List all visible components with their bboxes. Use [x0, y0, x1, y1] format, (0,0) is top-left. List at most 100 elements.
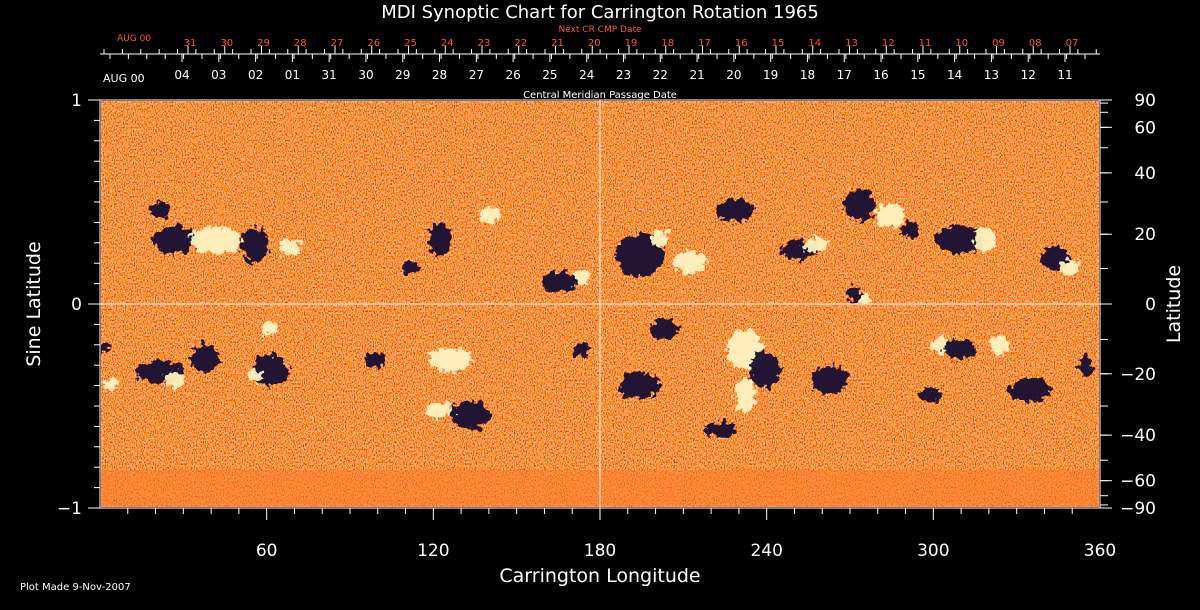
- polarity-patch: [280, 240, 300, 256]
- y-left-tick-label: 0: [71, 295, 82, 315]
- polarity-patch: [900, 222, 920, 238]
- cmp-date-label: 14: [947, 68, 962, 82]
- cmp-date-label: 23: [616, 68, 631, 82]
- cmp-date-label: 16: [873, 68, 888, 82]
- cmp-date-label: 26: [505, 68, 520, 82]
- next-cr-date-label: 12: [882, 38, 895, 49]
- next-cr-ticks: 31 30 29 28 27 26 25 24 23 22 21 20 19 18 17 16 15 14 13 12…: [103, 38, 1097, 54]
- polarity-patch: [650, 230, 670, 246]
- next-cr-date-label: 18: [661, 38, 674, 49]
- cmp-date-label: 22: [653, 68, 668, 82]
- polarity-patch: [616, 233, 664, 277]
- x-axis-label: Carrington Longitude: [499, 565, 700, 587]
- polarity-patch: [191, 344, 219, 372]
- y-right-tick-label: 60: [1134, 118, 1156, 138]
- polarity-patch: [803, 237, 827, 253]
- polarity-patch: [844, 189, 876, 221]
- x-tick-label: 360: [1084, 541, 1116, 561]
- cmp-date-label: 15: [910, 68, 925, 82]
- polarity-patch: [574, 268, 590, 284]
- polarity-patch: [153, 226, 197, 254]
- x-tick-label: 60: [256, 541, 278, 561]
- next-cr-date-label: 19: [625, 38, 638, 49]
- cmp-date-label: 21: [689, 68, 704, 82]
- next-cr-date-label: 17: [698, 38, 711, 49]
- polarity-patch: [859, 292, 871, 304]
- cmp-date-label: 27: [469, 68, 484, 82]
- active-regions: [101, 189, 1093, 438]
- cmp-date-label: 11: [1057, 68, 1072, 82]
- next-cr-date-label: 28: [294, 38, 307, 49]
- polarity-patch: [918, 387, 942, 403]
- next-cr-date-label: 10: [955, 38, 968, 49]
- next-cr-date-label: 21: [551, 38, 564, 49]
- next-cr-date-label: 30: [220, 38, 233, 49]
- polarity-patch: [102, 379, 118, 391]
- cmp-date-label: 01: [285, 68, 300, 82]
- polarity-patch: [428, 224, 452, 256]
- polarity-patch: [876, 203, 904, 227]
- cmp-date-label: 18: [800, 68, 815, 82]
- polarity-patch: [936, 226, 984, 254]
- polarity-patch: [749, 352, 781, 388]
- x-tick-label: 120: [417, 541, 449, 561]
- x-tick-label: 180: [584, 541, 616, 561]
- polarity-patch: [241, 227, 269, 263]
- cmp-date-label: 12: [1021, 68, 1036, 82]
- plot-made-note: Plot Made 9-Nov-2007: [20, 582, 131, 593]
- next-cr-date-label: 26: [367, 38, 380, 49]
- polarity-patch: [189, 226, 241, 254]
- polarity-patch: [574, 342, 590, 358]
- y-right-tick-label: 90: [1134, 91, 1156, 111]
- next-cr-axis-label: Next CR CMP Date: [558, 25, 642, 35]
- y-axis-left: 1 0 −1: [57, 91, 100, 519]
- cmp-date-labels: 04 03 02 01 31 30 29 28 27 26 25 24 23 22 21 20 19 18 17 16…: [109, 54, 1086, 82]
- polarity-patch: [704, 422, 736, 438]
- x-axis: 60 120 180 240 300 360: [127, 508, 1116, 561]
- y-left-tick-label: −1: [57, 499, 82, 519]
- cmp-date-label: 30: [358, 68, 373, 82]
- x-tick-label: 300: [917, 541, 949, 561]
- next-cr-date-label: 22: [514, 38, 527, 49]
- cmp-date-label: 04: [174, 68, 189, 82]
- polarity-patch: [944, 340, 976, 360]
- cmp-date-label: 28: [432, 68, 447, 82]
- next-cr-date-label: 09: [992, 38, 1005, 49]
- cmp-date-label: 31: [322, 68, 337, 82]
- chart-title: MDI Synoptic Chart for Carrington Rotati…: [381, 2, 819, 23]
- polarity-patch: [450, 401, 490, 429]
- polarity-patch: [812, 366, 848, 394]
- cmp-date-label: 29: [395, 68, 410, 82]
- cmp-date-label: 03: [211, 68, 226, 82]
- x-tick-label: 240: [750, 541, 782, 561]
- y-right-tick-label: 20: [1134, 225, 1156, 245]
- polarity-patch: [540, 272, 580, 292]
- y-right-tick-label: 0: [1145, 295, 1156, 315]
- next-cr-date-label: 14: [808, 38, 821, 49]
- polarity-patch: [262, 322, 278, 334]
- next-cr-date-label: 11: [919, 38, 932, 49]
- polarity-patch: [402, 262, 418, 274]
- next-cr-date-label: 25: [404, 38, 417, 49]
- polarity-patch: [1060, 260, 1080, 276]
- polarity-patch: [363, 352, 387, 368]
- next-cr-date-label: 24: [441, 38, 454, 49]
- polarity-patch: [101, 342, 111, 354]
- y-axis-right-label: Latitude: [1163, 265, 1185, 343]
- cmp-date-label: 25: [542, 68, 557, 82]
- y-right-tick-label: −90: [1120, 499, 1156, 519]
- cmp-date-label: 17: [837, 68, 852, 82]
- cmp-date-label: 19: [763, 68, 778, 82]
- y-right-tick-label: 40: [1134, 164, 1156, 184]
- next-cr-date-label: 13: [845, 38, 858, 49]
- cmp-date-label: 24: [579, 68, 594, 82]
- polarity-patch: [426, 402, 454, 418]
- next-cr-start-label: AUG 00: [117, 34, 151, 44]
- cmp-date-label: 02: [248, 68, 263, 82]
- polarity-patch: [150, 202, 170, 218]
- y-axis-right: 90 60 40 20 0 −20 −40 −60 −90: [1100, 91, 1156, 519]
- y-right-tick-label: −40: [1120, 426, 1156, 446]
- next-cr-date-label: 29: [257, 38, 270, 49]
- polarity-patch: [163, 372, 187, 388]
